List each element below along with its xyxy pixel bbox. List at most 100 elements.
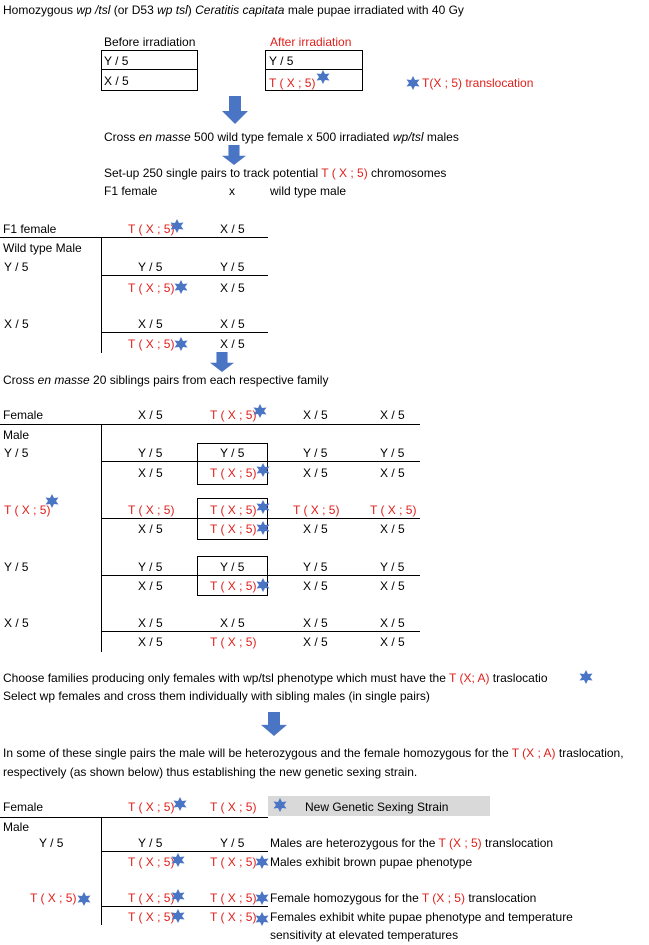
cell: Y / 5 bbox=[138, 836, 163, 850]
six-point-star-icon bbox=[256, 500, 270, 514]
text-part: Cross bbox=[104, 130, 139, 144]
after-irradiation-label: After irradiation bbox=[270, 35, 352, 49]
cell: X / 5 bbox=[138, 317, 163, 331]
row-line bbox=[101, 518, 420, 519]
setup-f1-female: F1 female bbox=[104, 184, 158, 198]
row-line bbox=[101, 332, 268, 333]
cell: Y / 5 bbox=[303, 446, 328, 460]
text-part: translocation bbox=[481, 836, 554, 850]
male-row-label: Y / 5 bbox=[4, 560, 29, 574]
text-part: 500 wild type female x 500 irradiated bbox=[190, 130, 393, 144]
cell: T ( X ; 5) bbox=[128, 337, 175, 351]
cell: Y / 5 bbox=[380, 446, 405, 460]
new-strain-label: New Genetic Sexing Strain bbox=[305, 800, 449, 814]
six-point-star-icon bbox=[253, 404, 267, 418]
male-row-label: T ( X ; 5) bbox=[30, 891, 77, 905]
text-part: 20 siblings pairs from each respective f… bbox=[89, 373, 329, 387]
row-line bbox=[101, 631, 420, 632]
header-italic: wp /tsl bbox=[76, 3, 111, 17]
header-part: Homozygous bbox=[3, 3, 77, 17]
row-line bbox=[101, 851, 268, 852]
six-point-star-icon bbox=[174, 337, 188, 351]
after-irradiation-box bbox=[265, 50, 363, 91]
male-header: Wild type Male bbox=[3, 241, 82, 255]
cell: T ( X ; 5) bbox=[210, 891, 257, 905]
six-point-star-icon bbox=[579, 670, 593, 684]
six-point-star-icon bbox=[170, 219, 184, 233]
text-part: Cross bbox=[3, 373, 38, 387]
six-point-star-icon bbox=[77, 892, 91, 906]
cell: Y / 5 bbox=[220, 560, 245, 574]
down-arrow-icon bbox=[222, 145, 246, 165]
six-point-star-icon bbox=[256, 578, 270, 592]
cell: T ( X ; 5) bbox=[128, 891, 175, 905]
cell: Y / 5 bbox=[220, 260, 245, 274]
six-point-star-icon bbox=[406, 76, 420, 90]
text-part: Female homozygous for the bbox=[270, 891, 422, 905]
new-strain-banner bbox=[268, 796, 490, 816]
cell: X / 5 bbox=[220, 616, 245, 630]
down-arrow-icon bbox=[210, 352, 234, 372]
vertical-divider bbox=[101, 424, 102, 652]
down-arrow-icon bbox=[261, 712, 287, 736]
cell: T ( X ; 5) bbox=[293, 503, 340, 517]
text-part: chromosomes bbox=[367, 166, 447, 180]
header-part: ) bbox=[187, 3, 196, 17]
male-row-label: X / 5 bbox=[4, 317, 29, 331]
text-part: Choose families producing only females w… bbox=[3, 671, 450, 685]
male-row-label: T ( X ; 5) bbox=[4, 503, 51, 517]
setup-line-1: Set-up 250 single pairs to track potenti… bbox=[104, 166, 446, 180]
text-red: T ( X ; 5) bbox=[321, 166, 368, 180]
female-label: Female bbox=[3, 800, 44, 814]
text-part: In some of these single pairs the male w… bbox=[3, 746, 512, 760]
cell: X / 5 bbox=[380, 635, 405, 649]
six-point-star-icon bbox=[171, 909, 185, 923]
text-part: traslocation, bbox=[555, 746, 624, 760]
six-point-star-icon bbox=[255, 891, 269, 905]
cell: X / 5 bbox=[380, 616, 405, 630]
cell: T ( X ; 5) bbox=[210, 522, 257, 536]
cell: X / 5 bbox=[303, 616, 328, 630]
vertical-divider bbox=[101, 817, 102, 925]
cell: Y / 5 bbox=[303, 560, 328, 574]
female-col: X / 5 bbox=[138, 408, 163, 422]
male-row-label: Y / 5 bbox=[4, 446, 29, 460]
before-irradiation-box bbox=[101, 50, 198, 91]
row-line bbox=[101, 275, 268, 276]
cell: X / 5 bbox=[138, 635, 163, 649]
six-point-star-icon bbox=[171, 889, 185, 903]
cell: X / 5 bbox=[138, 522, 163, 536]
note-brown-pupae: Males exhibit brown pupae phenotype bbox=[270, 855, 473, 869]
f1-female-label: F1 female bbox=[3, 222, 57, 236]
highlight-box bbox=[197, 556, 268, 596]
before-row: Y / 5 bbox=[104, 54, 129, 68]
text-italic: en masse bbox=[37, 373, 90, 387]
six-point-star-icon bbox=[174, 280, 188, 294]
text-part: males bbox=[423, 130, 459, 144]
note-males-heterozygous: Males are heterozygous for the T (X ; 5)… bbox=[270, 836, 553, 850]
text-red: T (X ; 5) bbox=[421, 891, 465, 905]
text-red: T (X ; 5) bbox=[438, 836, 482, 850]
cell: X / 5 bbox=[380, 466, 405, 480]
text-part: traslocatio bbox=[489, 671, 548, 685]
cell: Y / 5 bbox=[138, 260, 163, 274]
header-part: male pupae irradiated with 40 Gy bbox=[284, 3, 464, 17]
female-label: Female bbox=[3, 408, 44, 422]
cell: X / 5 bbox=[303, 579, 328, 593]
text-italic: en masse bbox=[138, 130, 191, 144]
translocation-legend-label: T(X ; 5) translocation bbox=[422, 76, 534, 90]
cell: T ( X ; 5) bbox=[210, 503, 257, 517]
header-italic: wp tsl bbox=[157, 3, 188, 17]
six-point-star-icon bbox=[255, 855, 269, 869]
vertical-divider bbox=[101, 237, 102, 353]
cell: T ( X ; 5) bbox=[128, 503, 175, 517]
header-line bbox=[0, 424, 420, 425]
note-female-homozygous: Female homozygous for the T (X ; 5) tran… bbox=[270, 891, 536, 905]
cell: X / 5 bbox=[303, 635, 328, 649]
cell: X / 5 bbox=[220, 317, 245, 331]
cell: X / 5 bbox=[220, 281, 245, 295]
cell: T ( X ; 5) bbox=[128, 855, 175, 869]
male-row-label: Y / 5 bbox=[4, 260, 29, 274]
cross-en-masse-2: Cross en masse 20 siblings pairs from ea… bbox=[3, 373, 328, 387]
cell: Y / 5 bbox=[138, 560, 163, 574]
